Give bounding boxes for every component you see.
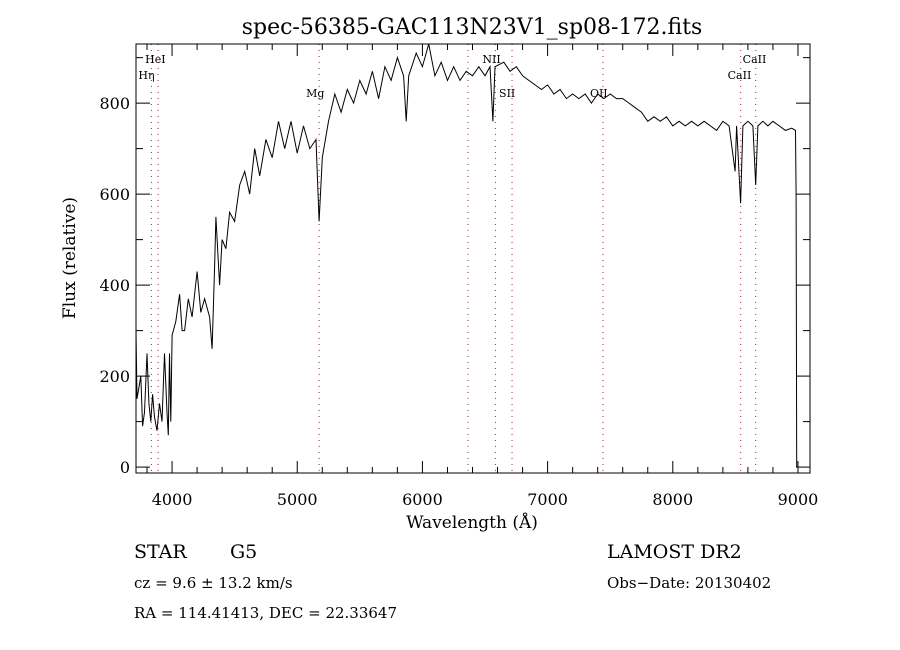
y-tick-label: 600 [99,185,130,204]
plot-frame [135,43,811,474]
spectral-line-label: NII [482,53,500,66]
survey-label: LAMOST DR2 [607,541,742,563]
obs-date-text: Obs−Date: 20130402 [607,574,771,592]
spectrum-line [135,43,798,468]
class-label: STAR [134,541,187,563]
y-tick-label: 400 [99,276,130,295]
x-tick-label: 5000 [277,490,318,509]
x-tick-label: 7000 [527,490,568,509]
y-tick-label: 0 [120,458,130,477]
chart-title: spec-56385-GAC113N23V1_sp08-172.fits [242,15,703,40]
x-tick-label: 9000 [778,490,819,509]
x-axis-label: Wavelength (Å) [406,512,538,533]
x-tick-label: 4000 [152,490,193,509]
x-tick-label: 8000 [652,490,693,509]
spectral-line-label: HeI [145,53,165,66]
y-tick-label: 200 [99,367,130,386]
spectral-line-label: SII [499,87,515,100]
x-tick-label: 6000 [402,490,443,509]
spectral-line-label: CaII [728,69,752,82]
axis-ticks: 4000 5000 6000 7000 8000 9000 0 200 400 600 800 [99,44,818,509]
coordinates-text: RA = 114.41413, DEC = 22.33647 [134,604,397,622]
y-axis-label: Flux (relative) [60,197,80,319]
spectral-line-label: OII [590,87,608,100]
redshift-text: cz = 9.6 ± 13.2 km/s [134,574,293,592]
y-tick-label: 800 [99,94,130,113]
spectral-line-label: CaII [743,53,767,66]
subclass-label: G5 [230,541,257,563]
spectral-line-label: Hη [138,69,154,82]
spectral-line-label: Mg [306,87,324,100]
line-markers: Hη HeI Mg NII SII OII CaII CaII [138,44,766,473]
